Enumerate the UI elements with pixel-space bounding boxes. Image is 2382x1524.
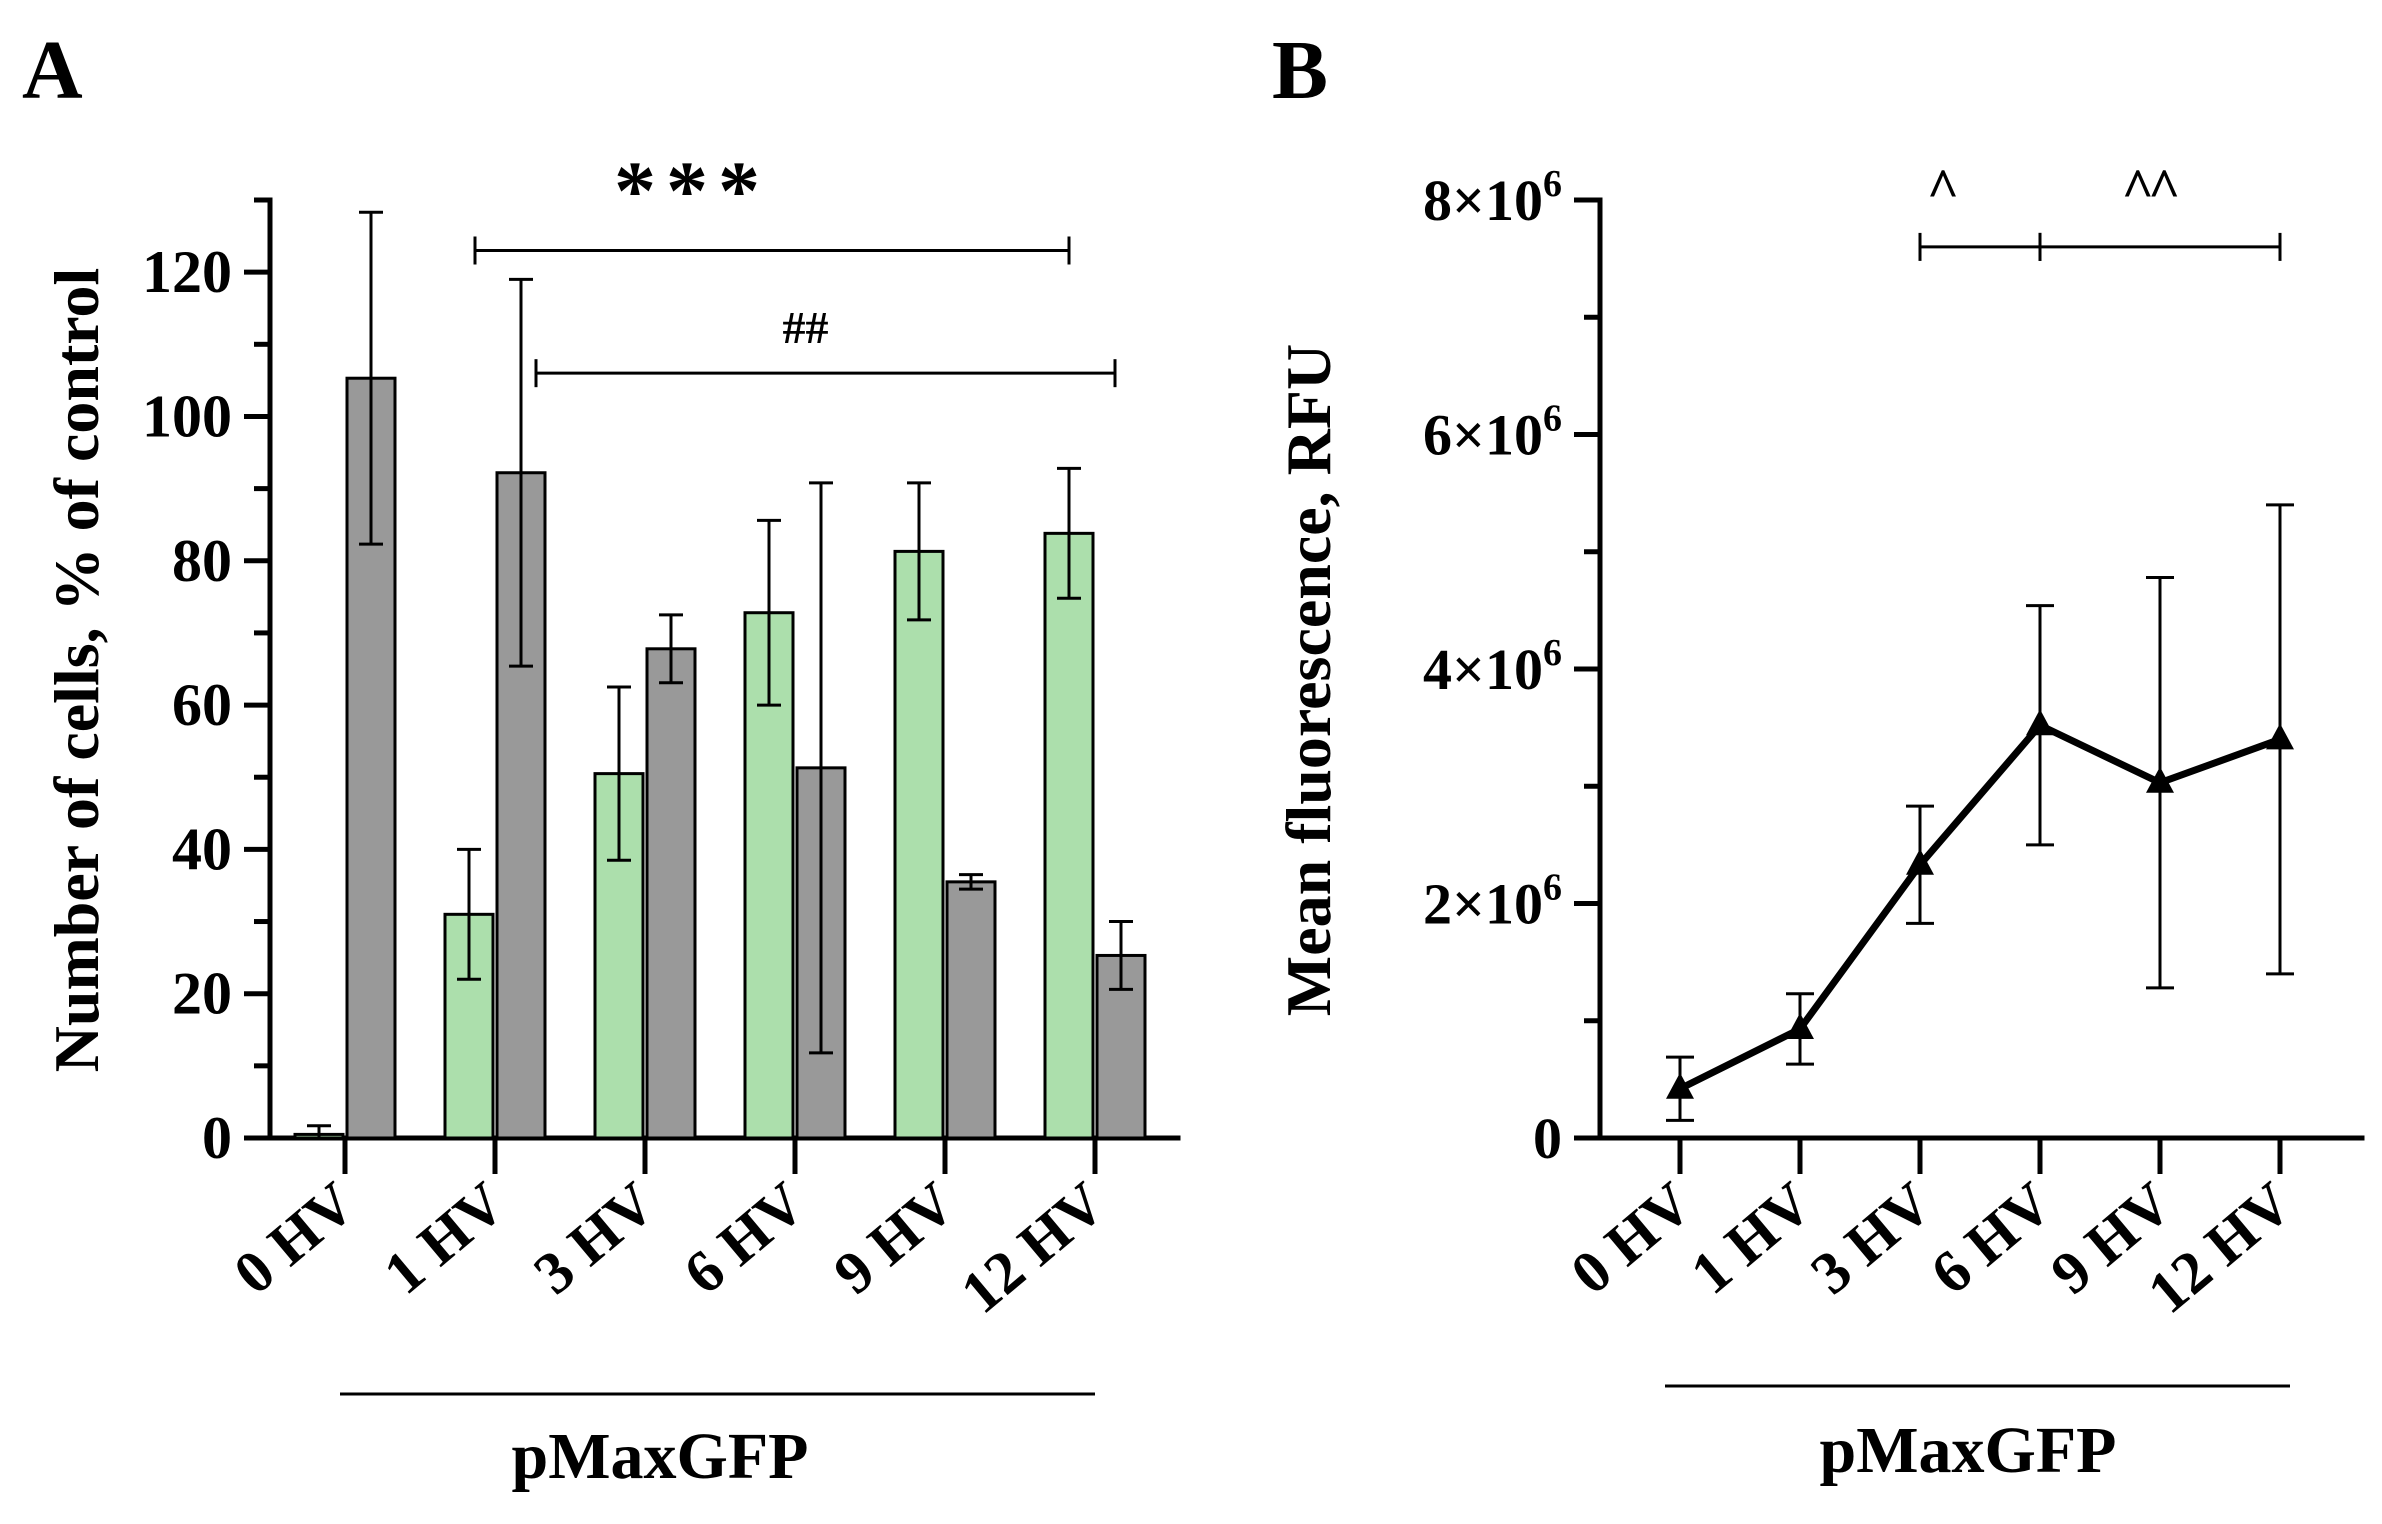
- panel-a-y-tick-label: 80: [172, 528, 232, 594]
- panel-b-y-tick-label: 6×106: [1423, 398, 1562, 468]
- panel-b-point-marker: [1786, 1012, 1814, 1039]
- panel-b-y-tick-label: 4×106: [1423, 632, 1562, 702]
- panel-b-y-tick-label: 0: [1533, 1106, 1562, 1171]
- panel-b-label: B: [1272, 24, 1328, 117]
- panel-a-y-tick-label: 100: [142, 383, 232, 449]
- panel-a-significance: *** ##: [473, 145, 1117, 388]
- panel-b-series-line: [1678, 721, 2282, 1092]
- panel-a-group-label: pMaxGFP: [512, 1420, 809, 1493]
- panel-a-y-axis-label: Number of cells, % of control: [41, 268, 112, 1073]
- panel-b-y-tick-exponent: 6: [1543, 163, 1562, 205]
- panel-a-bar-gray: [945, 880, 997, 1140]
- panel-a: A Number of cells, % of control 0 20 40 60 8…: [22, 24, 1181, 1493]
- panel-b-significance-label: ^: [1927, 158, 1957, 220]
- panel-a-significance-label: ***: [614, 145, 770, 238]
- panel-a-label: A: [22, 24, 83, 117]
- panel-b-y-axis-label: Mean fluorescence, RFU: [1273, 344, 1344, 1016]
- panel-a-x-tick-label: 1 HV: [372, 1169, 518, 1306]
- panel-b-x-tick-label: 0 HV: [1559, 1169, 1705, 1306]
- panel-a-error-bars: [307, 210, 1133, 1140]
- panel-a-y-tick-label: 40: [172, 816, 232, 882]
- panel-b-y-tick-label: 2×106: [1423, 867, 1562, 937]
- panel-b-y-tick-mantissa: 0: [1533, 1106, 1562, 1171]
- panel-b-x-tick-label: 1 HV: [1679, 1169, 1825, 1306]
- panel-b-y-tick-exponent: 6: [1543, 867, 1562, 909]
- panel-b-point-marker: [1906, 848, 1934, 875]
- panel-b-y-tick-exponent: 6: [1543, 632, 1562, 674]
- panel-a-x-tick-label: 12 HV: [949, 1169, 1118, 1326]
- panel-a-y-tick-label: 0: [202, 1105, 232, 1171]
- panel-b-point-marker: [2266, 723, 2294, 750]
- panel-b-y-tick-mantissa: 4×10: [1423, 637, 1543, 702]
- panel-b-y-tick-label: 8×106: [1423, 163, 1562, 233]
- panel-a-bar-green: [1043, 531, 1095, 1140]
- panel-a-x-tick-label: 9 HV: [822, 1169, 968, 1306]
- panel-b-point-marker: [2146, 766, 2174, 793]
- panel-a-bars: [293, 376, 1147, 1140]
- panel-a-x-tick-label: 0 HV: [222, 1169, 368, 1306]
- panel-b-x-tick-label: 3 HV: [1799, 1169, 1945, 1306]
- panel-b-y-tick-exponent: 6: [1543, 398, 1562, 440]
- panel-b-y-tick-mantissa: 6×10: [1423, 403, 1543, 468]
- panel-a-y-tick-label: 120: [142, 239, 232, 305]
- panel-a-x-tick-label: 6 HV: [672, 1169, 818, 1306]
- panel-b: B Mean fluorescence, RFU 02×1064×1066×10…: [1272, 24, 2365, 1487]
- panel-b-series: [1666, 709, 2294, 1099]
- panel-b-point-marker: [2026, 709, 2054, 736]
- panel-b-y-tick-mantissa: 2×10: [1423, 872, 1543, 937]
- panel-a-bar-gray: [645, 647, 697, 1140]
- panel-a-significance-label: ##: [783, 302, 829, 353]
- panel-b-point-marker: [1666, 1072, 1694, 1099]
- panel-b-x-tick-label: 6 HV: [1919, 1169, 2065, 1306]
- panel-a-y-tick-label: 20: [172, 961, 232, 1027]
- panel-a-y-tick-label: 60: [172, 672, 232, 738]
- panel-a-x-tick-label: 3 HV: [522, 1169, 668, 1306]
- panel-b-y-tick-mantissa: 8×10: [1423, 168, 1543, 233]
- panel-b-significance-label: ^^: [2121, 158, 2178, 220]
- panel-a-bar-green: [893, 549, 945, 1140]
- panel-b-error-bars: [1666, 503, 2294, 1122]
- panel-b-significance: ^ ^^: [1918, 158, 2282, 261]
- panel-b-group-label: pMaxGFP: [1820, 1414, 2117, 1487]
